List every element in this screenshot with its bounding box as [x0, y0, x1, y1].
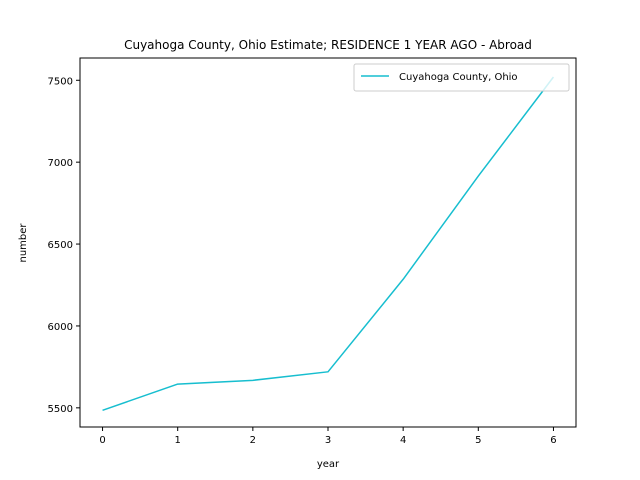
- y-axis: 5500 6000 6500 7000 7500: [48, 76, 80, 415]
- y-tick-label: 7500: [48, 76, 73, 87]
- legend-label-series-1: Cuyahoga County, Ohio: [399, 72, 518, 83]
- x-tick-label: 4: [400, 435, 406, 446]
- x-tick-label: 0: [99, 435, 105, 446]
- y-tick-label: 7000: [48, 158, 73, 169]
- chart-title: Cuyahoga County, Ohio Estimate; RESIDENC…: [124, 38, 532, 52]
- y-tick-label: 6000: [48, 322, 73, 333]
- x-axis-label: year: [317, 459, 340, 470]
- series-layer: [102, 76, 555, 411]
- series-line-1: [102, 76, 555, 411]
- y-tick-label: 6500: [48, 240, 73, 251]
- x-tick-label: 3: [325, 435, 331, 446]
- y-axis-label: number: [18, 223, 29, 263]
- legend: Cuyahoga County, Ohio: [353, 63, 570, 92]
- x-tick-label: 2: [250, 435, 256, 446]
- x-tick-label: 1: [175, 435, 181, 446]
- x-tick-label: 6: [550, 435, 556, 446]
- x-tick-label: 5: [475, 435, 481, 446]
- legend-box: [353, 63, 570, 92]
- plot-area: 0 1 2 3 4 5 6 5500 6000 6500 7000 7500: [48, 57, 577, 446]
- y-tick-label: 5500: [48, 404, 73, 415]
- x-axis: 0 1 2 3 4 5 6: [99, 427, 557, 446]
